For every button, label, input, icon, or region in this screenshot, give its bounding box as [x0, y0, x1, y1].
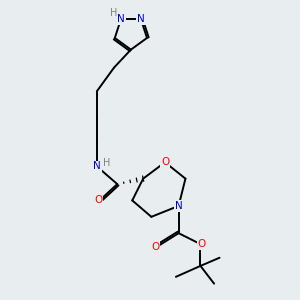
Text: O: O [94, 196, 102, 206]
Text: H: H [110, 8, 117, 18]
Text: N: N [175, 201, 182, 211]
Text: O: O [198, 239, 206, 249]
Text: O: O [161, 157, 169, 167]
Text: N: N [117, 14, 125, 24]
Text: N: N [93, 161, 101, 171]
Text: O: O [151, 242, 160, 252]
Text: H: H [103, 158, 111, 168]
Text: N: N [137, 14, 145, 24]
